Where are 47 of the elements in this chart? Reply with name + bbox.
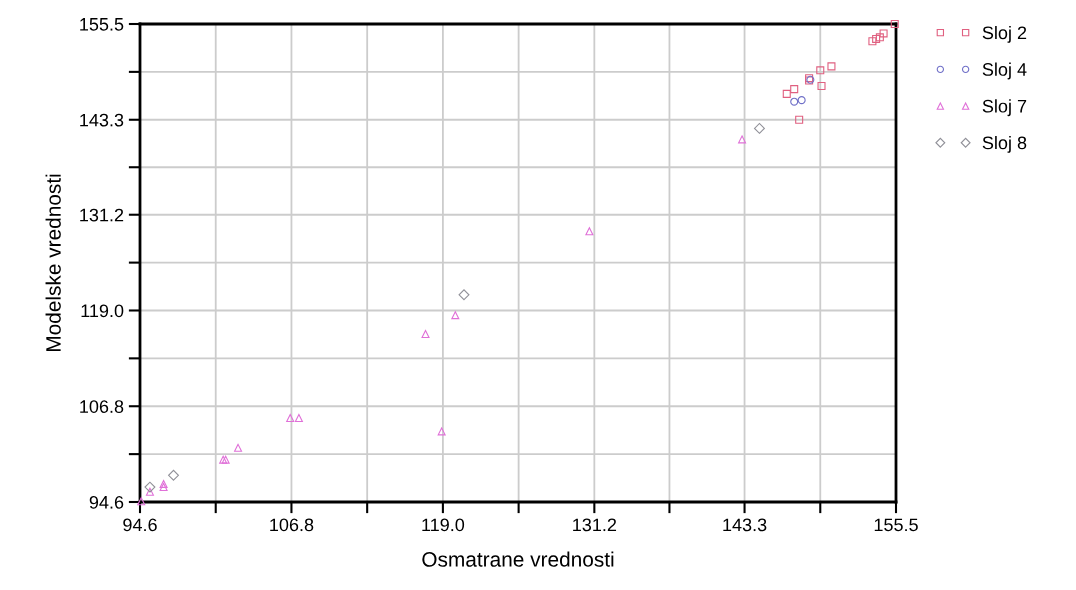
point [159, 483, 168, 492]
point [782, 89, 791, 98]
x-tick-label: 119.0 [422, 518, 465, 532]
point [294, 413, 303, 423]
y-axis-title: Modelske vrednosti [45, 174, 61, 352]
point [144, 481, 156, 493]
legend-label: Sloj 2 [982, 25, 1027, 43]
legend-label: Sloj 7 [982, 99, 1027, 117]
x-tick-label: 106.8 [270, 518, 314, 532]
point [585, 227, 594, 236]
point [795, 115, 804, 124]
y-tick-label: 131.2 [80, 208, 124, 222]
point [421, 330, 430, 339]
point [137, 497, 146, 506]
point [286, 413, 295, 423]
point [890, 19, 899, 29]
y-tick-label: 119.0 [81, 304, 124, 318]
legend-label: Sloj 4 [982, 62, 1027, 80]
point [879, 29, 888, 38]
point [827, 62, 836, 71]
point [875, 33, 884, 42]
point [738, 135, 747, 144]
y-tick-label: 155.5 [80, 18, 124, 31]
point [458, 289, 470, 301]
y-tick-label: 94.6 [89, 495, 124, 509]
point [797, 96, 806, 105]
x-tick-label: 143.3 [723, 518, 767, 532]
point [159, 479, 168, 488]
point [790, 97, 799, 106]
point [817, 81, 826, 91]
x-axis-title: Osmatrane vrednosti [422, 551, 614, 567]
y-tick-label: 106.8 [80, 400, 124, 413]
x-tick-label: 155.5 [874, 518, 918, 532]
point [872, 34, 881, 43]
y-tick-label: 143.3 [80, 113, 124, 127]
legend-label: Sloj 8 [982, 135, 1027, 153]
point [437, 427, 446, 436]
x-tick-label: 94.6 [123, 518, 157, 532]
x-tick-label: 131.2 [573, 518, 617, 532]
point [145, 487, 154, 496]
point [234, 443, 243, 452]
point [451, 311, 460, 320]
point [790, 85, 799, 94]
point [868, 37, 877, 46]
point [168, 469, 179, 481]
point [816, 66, 825, 75]
point [753, 122, 765, 134]
